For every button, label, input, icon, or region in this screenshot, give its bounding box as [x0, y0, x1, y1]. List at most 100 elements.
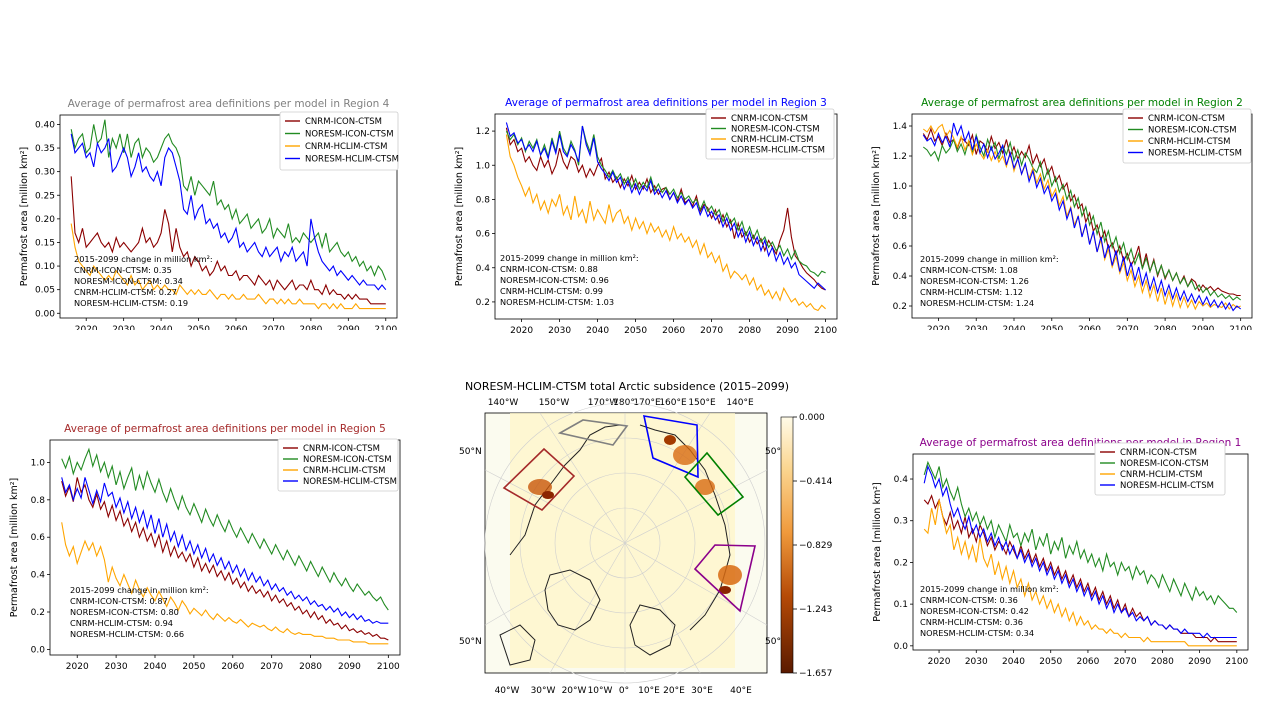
- region-1-box: [693, 544, 756, 613]
- legend: CNRM-ICON-CTSMNORESM-ICON-CTSMCNRM-HCLIM…: [1094, 442, 1226, 496]
- legend-label: CNRM-ICON-CTSM: [303, 444, 380, 454]
- x-tick-label: 2050: [187, 325, 210, 330]
- y-tick-label: 0.0: [894, 642, 909, 652]
- colorbar-tick-label: −0.829: [799, 541, 833, 551]
- series-line-noresm-icon-ctsm: [505, 125, 826, 278]
- y-tick-label: 0.20: [35, 215, 55, 225]
- y-tick-label: 0.0: [31, 645, 46, 655]
- x-tick-label: 2090: [1188, 657, 1211, 667]
- y-tick-label: 0.2: [31, 608, 45, 618]
- x-tick-label: 2040: [586, 326, 609, 334]
- change-value: CNRM-ICON-CTSM: 0.88: [500, 264, 598, 274]
- legend-label: CNRM-ICON-CTSM: [1120, 448, 1197, 458]
- y-tick-label: 0.8: [476, 195, 491, 205]
- subsidence-patches: [528, 435, 742, 594]
- legend-label: NORESM-HCLIM-CTSM: [305, 155, 399, 165]
- legend-label: NORESM-ICON-CTSM: [1120, 459, 1209, 469]
- change-annotation: 2015-2099 change in million km²:CNRM-ICO…: [500, 253, 639, 307]
- legend-label: CNRM-ICON-CTSM: [1148, 114, 1225, 124]
- y-tick-label: 0.30: [35, 168, 55, 178]
- legend-label: CNRM-HCLIM-CTSM: [731, 135, 813, 145]
- change-value: CNRM-HCLIM-CTSM: 0.94: [70, 618, 173, 628]
- change-value: NORESM-ICON-CTSM: 0.96: [500, 275, 609, 285]
- map-bottom-lon-labels: 40°W 30°W 20°W 10°W 0° 10°E 20°E 30°E 40°E: [495, 686, 753, 696]
- map-bottom-lon-label: 40°W: [495, 686, 520, 696]
- legend-box: [279, 111, 399, 171]
- series-line-cnrm-hclim-ctsm: [505, 134, 826, 312]
- change-value: NORESM-HCLIM-CTSM: 0.66: [70, 629, 184, 639]
- change-annotation: 2015-2099 change in million km²:CNRM-ICO…: [70, 585, 209, 639]
- legend: CNRM-ICON-CTSMNORESM-ICON-CTSMCNRM-HCLIM…: [705, 108, 835, 160]
- legend-box: [1094, 442, 1226, 496]
- y-tick-label: 1.2: [893, 152, 907, 162]
- change-annotation: 2015-2099 change in million km²:CNRM-ICO…: [920, 584, 1059, 638]
- change-header: 2015-2099 change in million km²:: [920, 584, 1059, 594]
- change-value: NORESM-ICON-CTSM: 1.26: [920, 276, 1029, 286]
- x-tick-label: 2040: [144, 662, 167, 670]
- legend-label: NORESM-HCLIM-CTSM: [303, 477, 397, 487]
- change-value: NORESM-ICON-CTSM: 0.34: [74, 276, 183, 286]
- chart-region-2: Average of permafrost area definitions p…: [871, 97, 1253, 330]
- series-line-cnrm-hclim-ctsm: [70, 223, 386, 310]
- chart-title: Average of permafrost area definitions p…: [68, 98, 390, 110]
- series-line-cnrm-icon-ctsm: [70, 176, 386, 305]
- legend-box: [705, 108, 835, 160]
- legend: CNRM-ICON-CTSMNORESM-ICON-CTSMCNRM-HCLIM…: [1122, 108, 1252, 164]
- series-line-noresm-hclim-ctsm: [70, 133, 387, 291]
- y-tick-label: 0.6: [476, 230, 491, 240]
- x-tick-label: 2070: [1116, 325, 1139, 330]
- x-tick-label: 2040: [1002, 657, 1025, 667]
- region-boxes: [502, 415, 756, 613]
- x-tick-label: 2090: [776, 326, 799, 334]
- y-tick-label: 0.4: [31, 571, 46, 581]
- y-tick-label: 0.00: [35, 309, 55, 319]
- map-top-lon-label: 160°E: [659, 398, 687, 408]
- x-tick-label: 2050: [182, 662, 205, 670]
- legend-label: CNRM-HCLIM-CTSM: [1120, 470, 1202, 480]
- x-tick-label: 2050: [1039, 657, 1062, 667]
- x-tick-label: 2080: [299, 325, 322, 330]
- plot-frame: [59, 114, 398, 319]
- plot-frame: [49, 439, 401, 656]
- map-bottom-lon-label: 30°W: [531, 686, 556, 696]
- colorbar-tick-label: 0.000: [799, 413, 825, 423]
- y-tick-label: 0.10: [35, 262, 55, 272]
- change-value: CNRM-HCLIM-CTSM: 1.12: [920, 287, 1023, 297]
- x-tick-label: 2100: [1225, 657, 1248, 667]
- change-header: 2015-2099 change in million km²:: [74, 254, 213, 264]
- x-tick-label: 2080: [299, 662, 322, 670]
- colorbar-ticks: 0.000 −0.414 −0.829 −1.243 −1.657: [793, 413, 833, 679]
- y-tick-label: 0.4: [476, 264, 491, 274]
- map-bottom-lon-label: 30°E: [691, 686, 713, 696]
- change-annotation: 2015-2099 change in million km²:CNRM-ICO…: [920, 254, 1059, 308]
- map-bottom-lon-label: 0°: [619, 686, 629, 696]
- legend-label: CNRM-HCLIM-CTSM: [305, 142, 387, 152]
- y-tick-label: 1.4: [893, 122, 908, 132]
- map-title: NORESM-HCLIM-CTSM total Arctic subsidenc…: [465, 380, 789, 393]
- series-line-cnrm-hclim-ctsm: [61, 522, 389, 645]
- x-tick-label: 2060: [221, 662, 244, 670]
- series-line-noresm-icon-ctsm: [923, 460, 1238, 613]
- region-3-box: [642, 415, 699, 479]
- y-tick-label: 0.25: [35, 191, 55, 201]
- y-tick-label: 0.2: [476, 298, 490, 308]
- y-tick-label: 1.0: [476, 161, 491, 171]
- legend-box: [277, 438, 399, 492]
- series-line-noresm-hclim-ctsm: [922, 122, 1242, 312]
- y-tick-label: 0.4: [894, 475, 909, 485]
- legend-label: NORESM-ICON-CTSM: [305, 130, 394, 140]
- x-tick-label: 2070: [262, 325, 285, 330]
- series-line-noresm-hclim-ctsm: [923, 464, 1237, 639]
- chart-region-1: Average of permafrost area definitions p…: [872, 437, 1249, 667]
- y-axis-label: Permafrost area [million km²]: [9, 478, 20, 617]
- region-2-box: [683, 451, 745, 517]
- map-top-lon-label: 140°W: [488, 398, 519, 408]
- x-tick-label: 2020: [927, 325, 950, 330]
- x-tick-label: 2060: [1076, 657, 1099, 667]
- chart-title: Average of permafrost area definitions p…: [921, 97, 1243, 109]
- chart-title: Average of permafrost area definitions p…: [505, 97, 827, 109]
- x-tick-label: 2090: [338, 662, 361, 670]
- graticule: [484, 402, 768, 684]
- y-tick-label: 1.0: [31, 458, 46, 468]
- chart-region-5: Average of permafrost area definitions p…: [9, 423, 401, 670]
